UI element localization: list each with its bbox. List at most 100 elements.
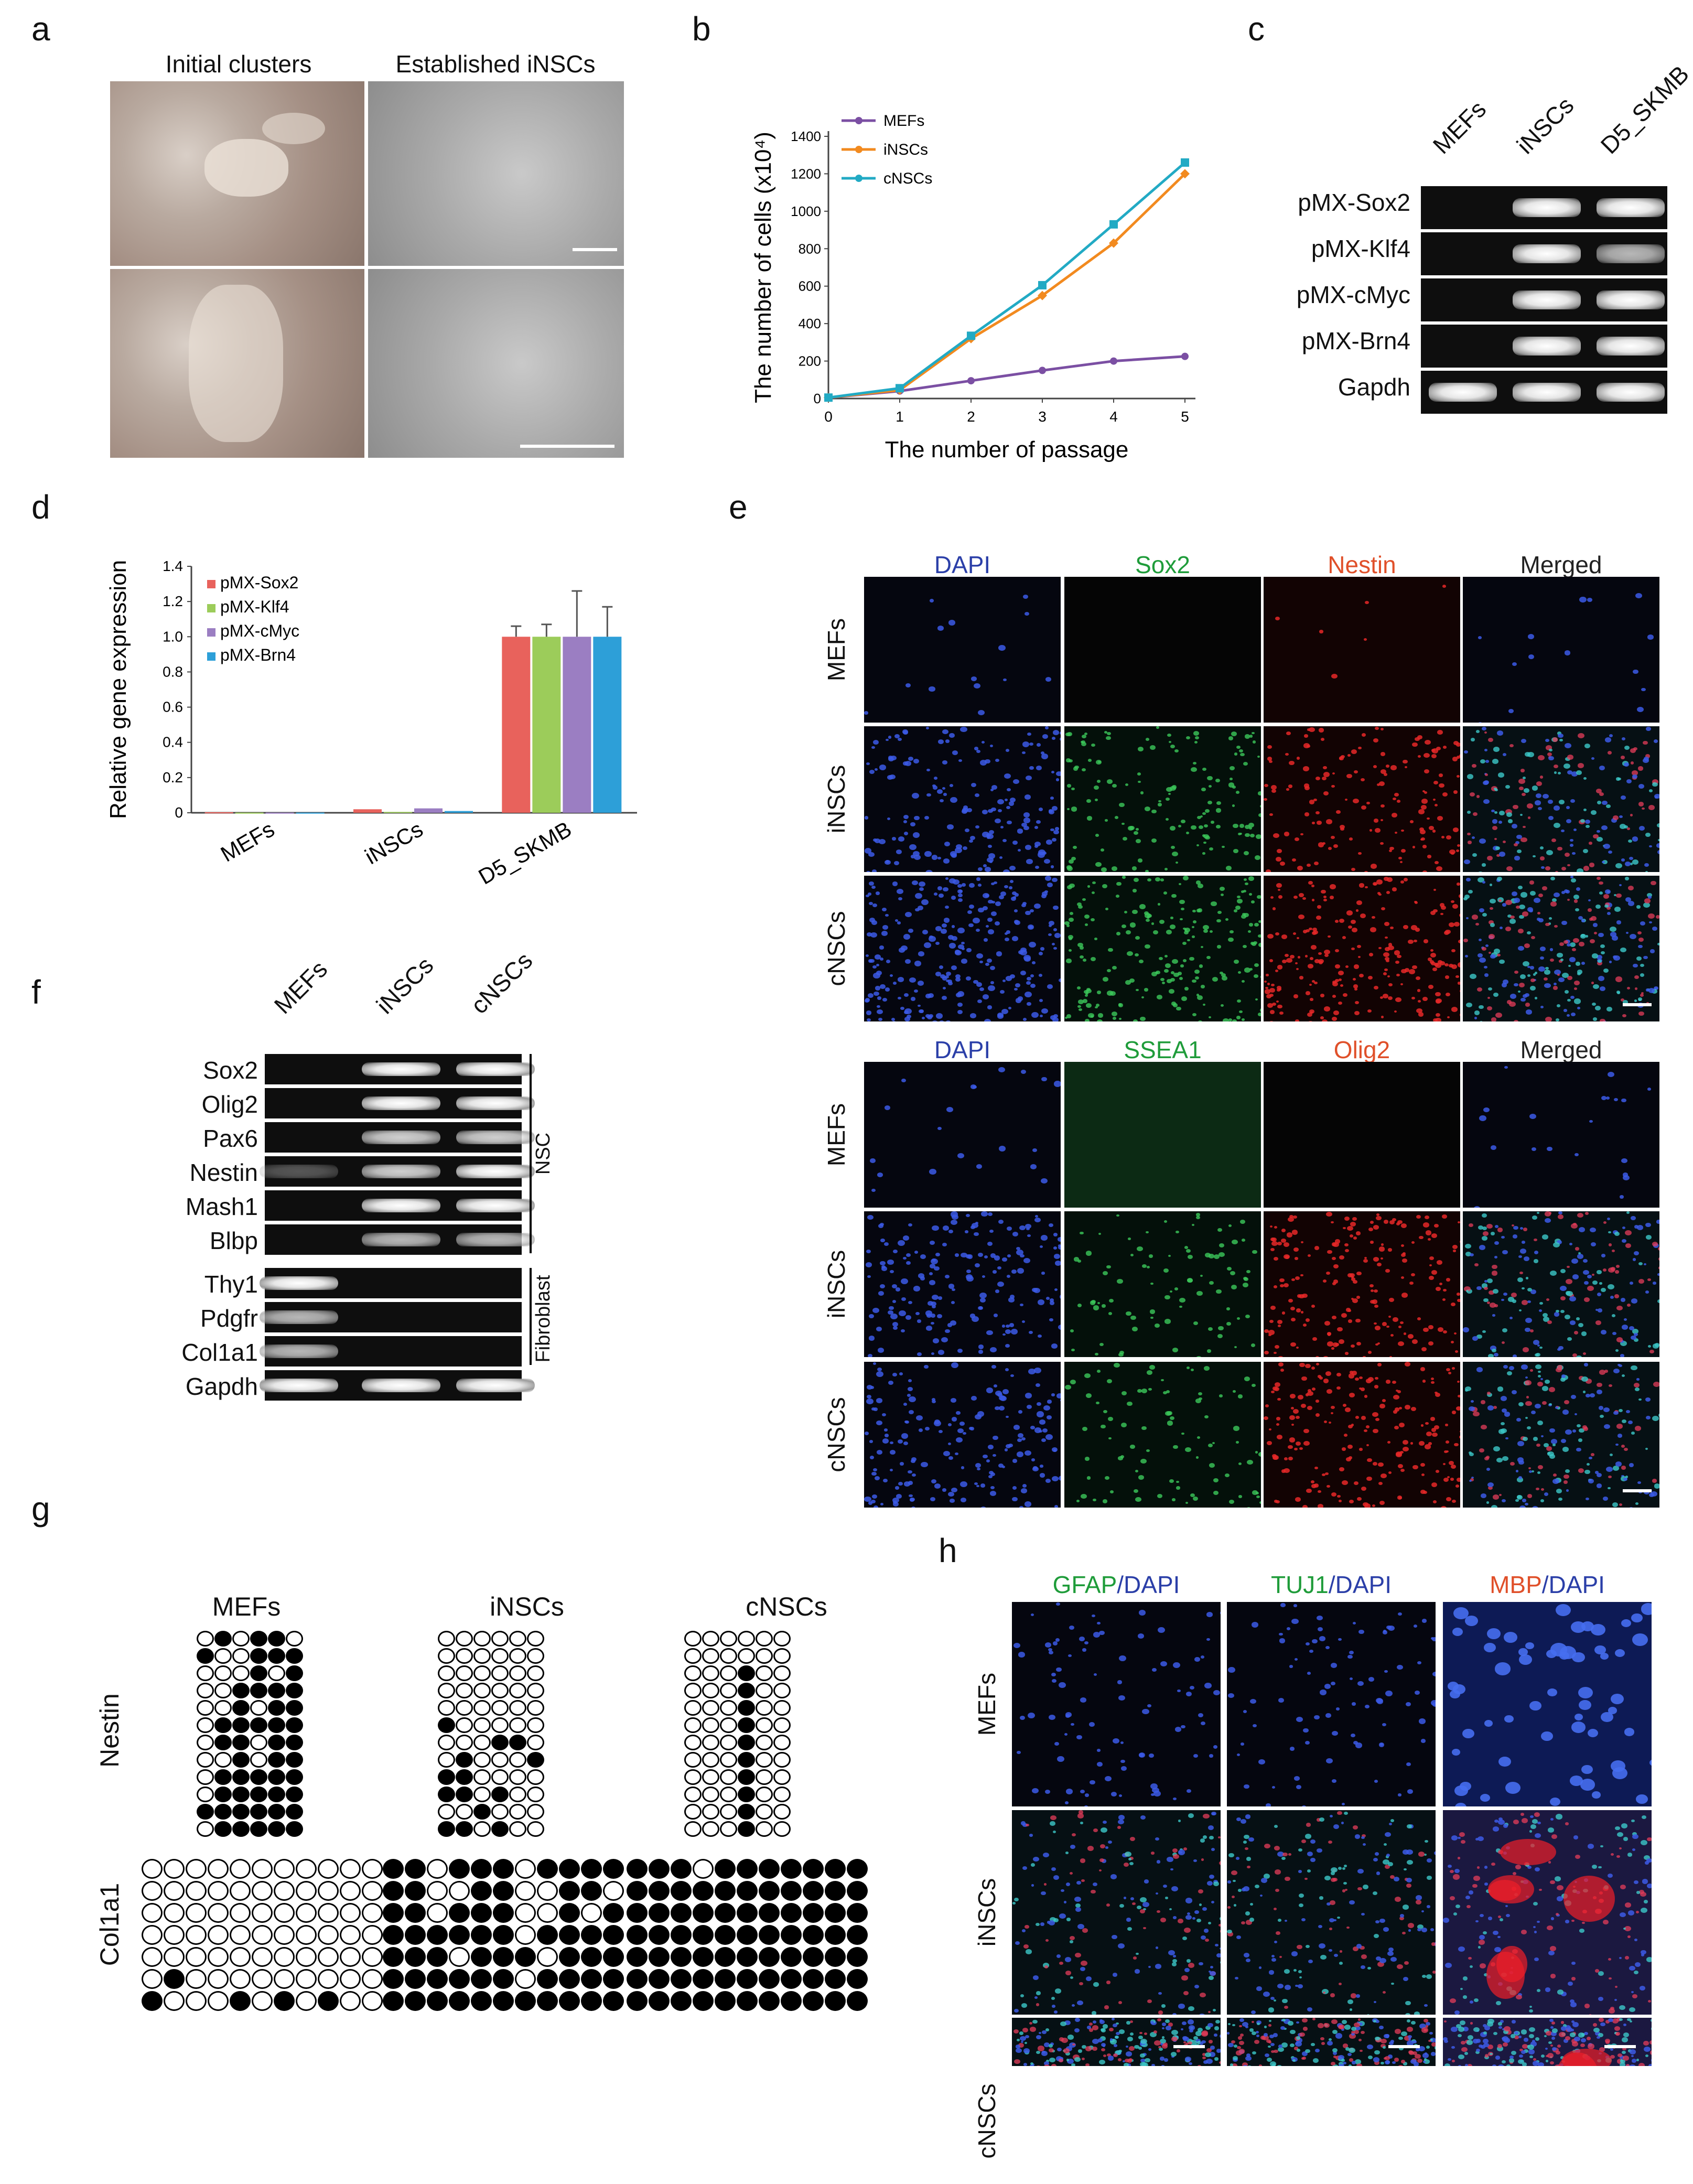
cell-mark — [1322, 777, 1327, 780]
cell-mark — [1525, 1417, 1528, 1419]
cell-mark — [1331, 1347, 1334, 1349]
panel-e-row-label: MEFs — [822, 1072, 854, 1198]
cell-mark — [1036, 2003, 1040, 2006]
methylation-circle — [197, 1735, 214, 1750]
panel-e-fluorescence-tile — [864, 1362, 1061, 1508]
methylation-circle — [142, 1903, 163, 1923]
cell-mark — [890, 974, 893, 977]
cell-mark — [1118, 1353, 1123, 1357]
methylation-circle — [527, 1665, 544, 1681]
cell-mark — [1454, 1332, 1457, 1335]
cell-mark — [1519, 1272, 1523, 1275]
cell-mark — [1320, 1690, 1327, 1695]
cell-mark — [876, 1398, 882, 1403]
cell-mark — [1047, 1400, 1052, 1403]
cell-mark — [1307, 728, 1310, 730]
cell-mark — [1120, 1760, 1125, 1763]
methylation-circle — [649, 1881, 670, 1901]
cell-mark — [1243, 1841, 1247, 1844]
cell-mark — [1197, 995, 1203, 1000]
cell-mark — [988, 1475, 993, 1478]
cell-mark — [1415, 1691, 1420, 1695]
cell-mark — [1164, 1295, 1170, 1300]
methylation-circle — [197, 1700, 214, 1716]
cell-mark — [901, 1297, 906, 1301]
cell-mark — [1504, 1412, 1511, 1417]
cell-mark — [1068, 1654, 1072, 1657]
cell-mark — [1352, 1217, 1357, 1221]
cell-mark — [1351, 868, 1355, 871]
cell-mark — [1454, 1443, 1459, 1447]
cell-mark — [1041, 1891, 1046, 1896]
cell-mark — [1326, 1272, 1330, 1275]
cell-mark — [1319, 630, 1323, 633]
cell-mark — [1421, 1928, 1427, 1932]
cell-mark — [1571, 878, 1576, 883]
methylation-circle — [491, 1787, 509, 1802]
cell-mark — [1151, 2064, 1155, 2066]
legend-label: MEFs — [883, 112, 924, 130]
cell-mark — [1546, 1446, 1552, 1451]
cell-mark — [1036, 2065, 1041, 2066]
series-line-cNSCs — [828, 163, 1185, 397]
cell-mark — [1290, 1394, 1296, 1398]
y-tick-label: 0.2 — [163, 769, 183, 786]
cell-mark — [1439, 773, 1443, 777]
cell-mark — [1053, 1246, 1058, 1250]
cell-mark — [1508, 819, 1513, 823]
cell-mark — [1337, 1917, 1340, 1919]
cell-mark — [1615, 1461, 1622, 1466]
cell-mark — [1071, 788, 1074, 790]
cell-mark — [1412, 743, 1418, 747]
cell-mark — [1296, 968, 1299, 970]
cell-mark — [1170, 1290, 1172, 1293]
cell-mark — [1633, 1258, 1636, 1261]
y-tick-label: 0.8 — [163, 663, 183, 680]
cell-mark — [885, 987, 890, 991]
methylation-circle — [449, 1947, 470, 1967]
cell-mark — [1404, 1868, 1407, 1871]
cell-mark — [1539, 1309, 1542, 1312]
cell-mark — [1589, 842, 1592, 844]
cell-mark — [950, 1320, 956, 1326]
cell-mark — [935, 1253, 940, 1256]
cell-mark — [1427, 855, 1431, 858]
panel-e-column-header: DAPI — [864, 1036, 1061, 1064]
cell-mark — [1153, 1791, 1160, 1796]
cell-mark — [1185, 1915, 1192, 1920]
cell-mark — [1196, 1919, 1201, 1922]
cell-mark — [1069, 884, 1075, 888]
cell-mark — [938, 1296, 943, 1300]
cell-mark — [1377, 1698, 1384, 1704]
cell-mark — [926, 1326, 933, 1331]
cell-mark — [1457, 1478, 1460, 1482]
cell-mark — [1418, 1000, 1421, 1003]
cell-mark — [1207, 776, 1213, 781]
cell-mark — [1513, 1234, 1517, 1238]
cell-mark — [1484, 1643, 1496, 1652]
cell-mark — [1045, 1790, 1050, 1794]
cell-mark — [1381, 1473, 1387, 1478]
cell-mark — [1534, 1812, 1540, 1817]
cell-mark — [1286, 958, 1292, 963]
cell-mark — [1097, 1019, 1103, 1021]
cell-mark — [1211, 821, 1214, 823]
cell-mark — [1169, 989, 1174, 994]
cell-mark — [1301, 1918, 1306, 1921]
panel-e-fluorescence-tile — [1264, 726, 1460, 872]
cell-mark — [1333, 1264, 1339, 1268]
cell-mark — [1326, 819, 1332, 824]
cell-mark — [890, 1314, 898, 1319]
cell-mark — [1107, 779, 1113, 784]
legend-swatch — [207, 628, 215, 637]
cell-mark — [1264, 1416, 1268, 1420]
cell-mark — [920, 1276, 925, 1281]
methylation-circle — [214, 1665, 232, 1681]
cell-mark — [1617, 1434, 1623, 1438]
cell-mark — [1070, 1940, 1073, 1943]
cell-mark — [1047, 984, 1053, 989]
cell-mark — [1036, 1923, 1040, 1926]
cell-mark — [1192, 1224, 1194, 1226]
cell-mark — [898, 897, 902, 900]
cell-mark — [1531, 1411, 1536, 1415]
